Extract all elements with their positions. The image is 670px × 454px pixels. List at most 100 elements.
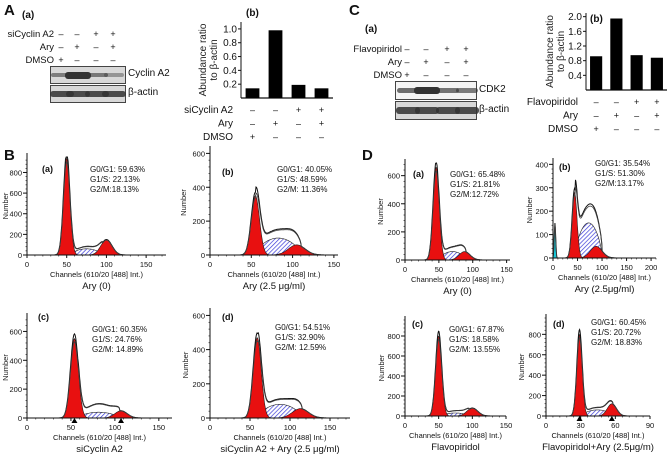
x-tick-label: 150	[500, 265, 513, 274]
treatment-label: Ary	[387, 57, 402, 68]
treatment-sign: +	[93, 29, 99, 39]
chart-caption: Ary (0)	[443, 286, 472, 297]
s-phase-area	[27, 411, 172, 419]
band-label: Cyclin A2	[128, 68, 170, 79]
x-tick-label: 100	[596, 263, 609, 272]
y-tick-label: 400	[9, 356, 22, 365]
y-tick-label: 0	[18, 414, 22, 423]
treatment-sign: –	[250, 119, 255, 129]
treatment-sign: –	[58, 29, 64, 39]
band-label: β-actin	[479, 103, 510, 115]
bar	[291, 84, 306, 98]
chart-caption: Ary (0)	[82, 281, 111, 292]
treatment-sign: –	[614, 124, 619, 134]
cell-cycle-stat: G1/S: 51.30%	[595, 169, 645, 178]
x-tick-label: 100	[109, 423, 122, 432]
blot-strip-target	[50, 66, 126, 84]
cell-cycle-stat: G0/G1: 59.63%	[90, 165, 145, 174]
treatment-sign: +	[463, 44, 469, 54]
blot-strip-target	[395, 81, 478, 100]
chart-caption: Ary (2.5μg/ml)	[575, 284, 635, 295]
y-tick-label: 0	[396, 256, 400, 265]
cell-cycle-stat: G1/S: 22.13%	[90, 175, 140, 184]
g0g1-peak	[553, 191, 656, 259]
y-tick-label: 400	[192, 183, 205, 192]
x-tick-label: 50	[63, 260, 71, 269]
y-axis-label: Number	[517, 353, 526, 380]
treatment-sign: +	[404, 70, 410, 80]
y-tick-label: 1.0	[223, 24, 237, 35]
treatment-sign: –	[463, 70, 469, 80]
x-tick-label: 100	[100, 260, 113, 269]
cell-cycle-stat: G0/G1: 40.05%	[277, 165, 332, 174]
x-tick-label: 50	[67, 423, 75, 432]
treatment-sign: +	[74, 42, 80, 52]
band-label: CDK2	[479, 83, 506, 95]
sub-label-c-a: (a)	[365, 24, 378, 35]
blot-band	[65, 90, 91, 98]
y-tick-label: 0.4	[223, 66, 237, 77]
y-axis-label-line: Abundance ratio	[545, 15, 556, 88]
x-tick-label: 50	[573, 263, 581, 272]
blot-band	[51, 72, 73, 78]
cell-cycle-stat: G2/M:13.17%	[595, 179, 644, 188]
peak-marker	[118, 418, 125, 423]
y-tick-label: 0.4	[568, 71, 582, 82]
treatment-label: DMSO	[373, 70, 403, 81]
y-tick-label: 0	[201, 251, 205, 260]
cell-cycle-stat: G1/S: 20.72%	[591, 328, 641, 337]
treatment-sign: +	[593, 124, 598, 134]
treatment-label: Ary	[39, 42, 54, 53]
x-tick-label: 0	[208, 260, 212, 269]
y-axis-label: Number	[179, 189, 188, 216]
y-tick-label: 400	[387, 200, 400, 209]
x-axis-label: Channels (610/20 [488] Int.)	[552, 431, 645, 440]
y-tick-label: 200	[387, 392, 400, 401]
y-tick-label: 200	[535, 207, 548, 216]
y-tick-label: 600	[528, 351, 541, 360]
y-tick-label: 200	[528, 392, 541, 401]
x-tick-label: 0	[551, 263, 555, 272]
x-tick-label: 50	[435, 265, 443, 274]
x-tick-label: 90	[646, 421, 654, 430]
blot-band	[86, 72, 108, 78]
blot-band	[101, 90, 127, 98]
x-tick-label: 0	[25, 423, 29, 432]
y-tick-label: 800	[528, 330, 541, 339]
g2m-peak	[27, 239, 166, 256]
treatment-sign: –	[654, 124, 659, 134]
peak-marker	[71, 418, 78, 423]
y-tick-label: 2.0	[568, 12, 582, 23]
western-blot-c: (a) Flavopiridol – – + + Ary – + – + DMSO + – – – CDK2 β…	[340, 0, 510, 120]
treatment-label: siCyclin A2	[184, 105, 233, 116]
s-phase-area	[546, 409, 650, 417]
chart-sub-label: (c)	[38, 312, 49, 322]
blot-strip-actin	[49, 85, 127, 103]
treatment-sign: –	[634, 124, 639, 134]
s-phase-area	[210, 237, 338, 256]
treatment-sign: +	[110, 42, 116, 52]
treatment-label: Flavopiridol	[527, 97, 578, 108]
data-trace	[546, 336, 650, 417]
treatment-sign: +	[250, 132, 255, 142]
treatment-label: DMSO	[203, 132, 233, 143]
y-tick-label: 600	[9, 189, 22, 198]
y-tick-label: 400	[387, 372, 400, 381]
treatment-sign: –	[58, 42, 64, 52]
treatment-sign: –	[404, 57, 410, 67]
chart-caption: siCyclin A2 + Ary (2.5 μg/ml)	[220, 444, 339, 454]
blot-band	[414, 107, 440, 114]
treatment-sign: +	[634, 97, 639, 107]
y-tick-label: 0	[18, 251, 22, 260]
y-tick-label: 200	[387, 228, 400, 237]
y-tick-label: 300	[535, 184, 548, 193]
y-axis-label: Number	[1, 354, 10, 381]
band-label: β-actin	[128, 87, 159, 98]
treatment-sign: –	[93, 42, 99, 52]
treatment-sign: –	[273, 105, 278, 115]
x-tick-label: 0	[208, 423, 212, 432]
bar	[268, 30, 283, 98]
y-tick-label: 200	[192, 217, 205, 226]
treatment-sign: –	[423, 70, 429, 80]
x-tick-label: 150	[500, 421, 513, 430]
